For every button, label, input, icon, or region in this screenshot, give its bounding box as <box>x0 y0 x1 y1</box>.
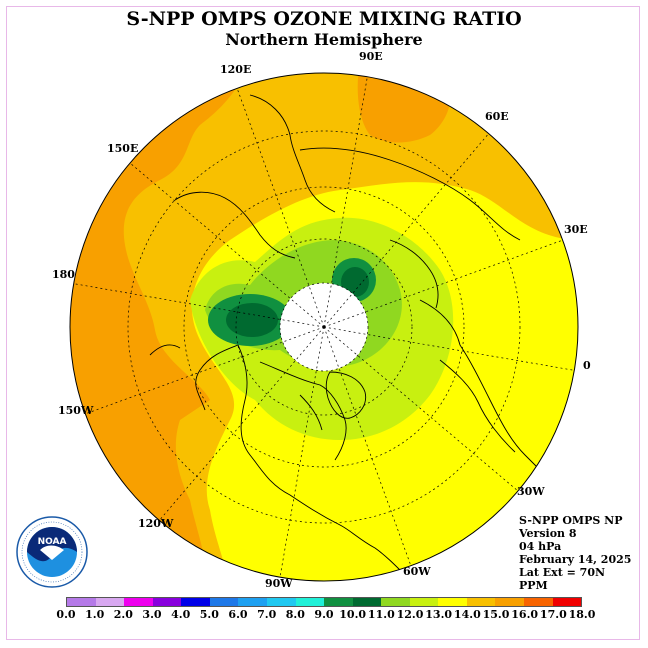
colorbar-segment <box>324 598 353 606</box>
colorbar-ticks: 0.0 1.0 2.0 3.0 4.0 5.0 6.0 7.0 8.0 9.0 10.0 11.0 12… <box>0 608 648 622</box>
colorbar-tick-label: 0.0 <box>56 608 76 621</box>
map-edge <box>69 72 579 582</box>
info-lat-ext: Lat Ext = 70N <box>519 566 606 579</box>
lon-label-60w: 60W <box>403 565 431 578</box>
colorbar-tick-label: 12.0 <box>396 608 424 621</box>
colorbar-tick-label: 4.0 <box>171 608 191 621</box>
colorbar-tick-label: 5.0 <box>199 608 219 621</box>
colorbar-segment <box>67 598 96 606</box>
lon-label-60e: 60E <box>485 110 509 123</box>
lon-label-120e: 120E <box>220 63 252 76</box>
map-title: S-NPP OMPS OZONE MIXING RATIO <box>126 8 522 30</box>
lon-label-90e: 90E <box>359 50 383 63</box>
colorbar-tick-label: 9.0 <box>314 608 334 621</box>
figure-frame <box>6 6 640 640</box>
colorbar-segment <box>438 598 467 606</box>
colorbar-segment <box>495 598 524 606</box>
colorbar-segment <box>209 598 239 606</box>
lon-label-0: 0 <box>583 359 591 372</box>
colorbar-segment <box>181 598 210 606</box>
colorbar-segment <box>466 598 496 606</box>
colorbar-segment <box>95 598 125 606</box>
colorbar-segment <box>152 598 182 606</box>
info-units: PPM <box>519 579 548 592</box>
colorbar-tick-label: 7.0 <box>257 608 277 621</box>
lon-label-90w: 90W <box>265 577 293 590</box>
colorbar-tick-label: 8.0 <box>285 608 305 621</box>
colorbar-segment <box>409 598 439 606</box>
info-instrument: S-NPP OMPS NP <box>519 514 623 527</box>
field-9-10-west <box>226 303 278 337</box>
colorbar <box>66 597 582 607</box>
meridians <box>70 73 578 578</box>
lon-label-30w: 30W <box>517 485 545 498</box>
colorbar-tick-label: 2.0 <box>113 608 133 621</box>
map-subtitle: Northern Hemisphere <box>225 30 423 49</box>
graticule <box>127 130 521 524</box>
colorbar-segment <box>124 598 153 606</box>
colorbar-tick-label: 18.0 <box>568 608 596 621</box>
lon-label-180: 180 <box>52 268 75 281</box>
colorbar-tick-label: 6.0 <box>228 608 248 621</box>
colorbar-tick-label: 1.0 <box>85 608 105 621</box>
lon-label-150w: 150W <box>58 404 94 417</box>
colorbar-tick-label: 11.0 <box>367 608 395 621</box>
colorbar-tick-label: 16.0 <box>511 608 539 621</box>
colorbar-segment <box>266 598 296 606</box>
colorbar-tick-label: 14.0 <box>453 608 481 621</box>
field-14-15 <box>70 73 578 581</box>
noaa-logo-icon: NOAA <box>16 516 88 588</box>
colorbar-segment <box>238 598 267 606</box>
colorbar-segment <box>381 598 410 606</box>
info-level: 04 hPa <box>519 540 562 553</box>
info-version: Version 8 <box>519 527 577 540</box>
field-9-10-north <box>341 267 369 297</box>
colorbar-tick-label: 13.0 <box>425 608 453 621</box>
colorbar-segment <box>552 598 582 606</box>
lon-label-30e: 30E <box>564 223 588 236</box>
colorbar-tick-label: 10.0 <box>339 608 367 621</box>
lon-label-120w: 120W <box>138 517 174 530</box>
noaa-logo-text: NOAA <box>38 537 67 547</box>
info-date: February 14, 2025 <box>519 553 632 566</box>
colorbar-tick-label: 3.0 <box>142 608 162 621</box>
colorbar-segment <box>295 598 325 606</box>
info-block: S-NPP OMPS NP Version 8 04 hPa February … <box>519 514 631 592</box>
colorbar-segment <box>524 598 553 606</box>
lon-label-150e: 150E <box>107 142 139 155</box>
colorbar-tick-label: 15.0 <box>482 608 510 621</box>
colorbar-segment <box>352 598 382 606</box>
colorbar-tick-label: 17.0 <box>539 608 567 621</box>
coastlines <box>149 94 561 576</box>
